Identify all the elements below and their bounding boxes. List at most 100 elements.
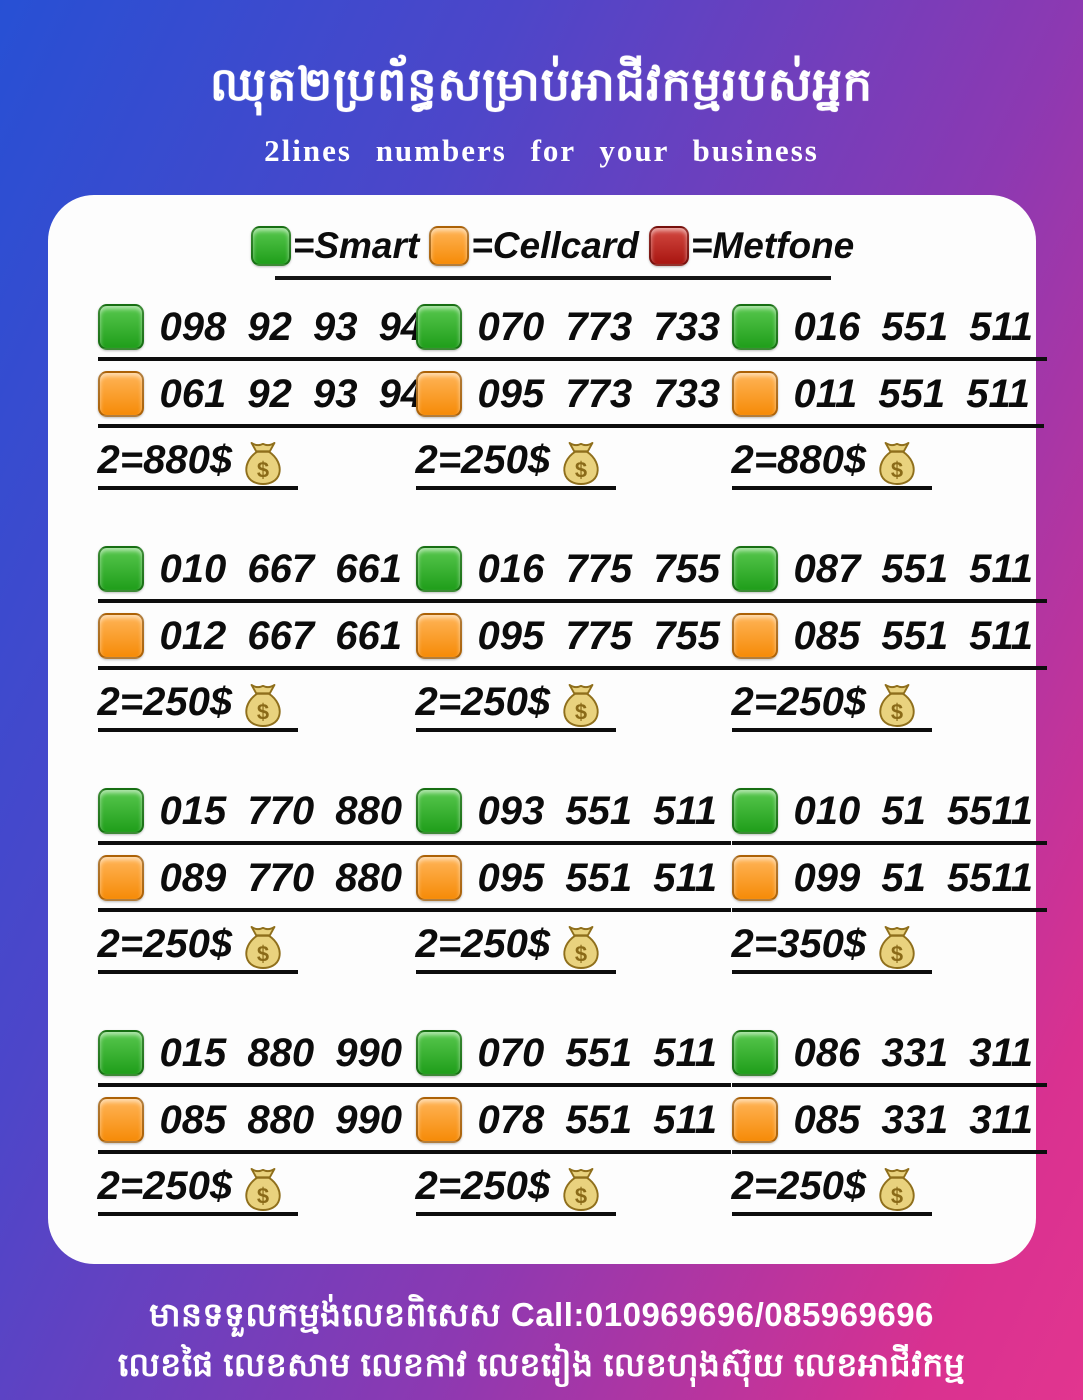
content-card: =Smart =Cellcard =Metfone 098 92 93 94 0… [47,195,1047,1264]
page-title: ឈុត២ប្រព័ន្ធសម្រាប់អាជីវកម្មរបស់អ្នក [210,58,873,110]
smart-number: 087 551 511 [793,546,1033,591]
smart-number-row: 070 773 733 [415,304,734,361]
page-subtitle: 2lines numbers for your business [264,133,819,168]
money-bag-icon [242,1166,284,1212]
price-row: 2=250$ [97,1164,299,1216]
smart-brand-icon [415,304,462,350]
money-bag-icon [242,682,284,728]
cellcard-number-row: 085 880 990 [97,1097,416,1154]
money-bag-icon [242,924,284,970]
smart-brand-icon [97,788,144,834]
number-pair-card: 093 551 511 095 551 511 2=250$ [415,788,732,974]
footer-contact-line: មានទទួលកម្មង់លេខពិសេស Call:010969696/085… [149,1296,934,1333]
cellcard-brand-icon [415,1097,462,1143]
money-bag-icon [876,682,918,728]
price-row: 2=250$ [415,680,617,732]
money-bag-icon [560,924,602,970]
cellcard-number: 078 551 511 [477,1097,717,1142]
price-text: 2=250$ [415,1164,551,1208]
metfone-brand-icon [648,226,689,266]
cellcard-brand-icon [97,855,144,901]
price-text: 2=250$ [415,680,551,724]
price-text: 2=880$ [731,438,867,482]
number-pair-card: 016 551 511 011 551 511 2=880$ [731,304,1047,490]
smart-brand-icon [731,788,778,834]
cellcard-number: 085 880 990 [159,1097,402,1142]
number-grid: 098 92 93 94 061 92 93 94 2=880$ 070 773… [97,304,1047,1216]
cellcard-legend-label: =Cellcard [471,225,639,266]
smart-number: 070 773 733 [477,304,720,349]
smart-number: 093 551 511 [477,788,717,833]
cellcard-brand-icon [429,226,470,266]
cellcard-number: 085 331 311 [793,1097,1033,1142]
smart-number-row: 015 770 880 [97,788,416,845]
smart-brand-icon [250,226,291,266]
cellcard-number: 099 51 5511 [793,855,1033,900]
smart-number-row: 087 551 511 [731,546,1047,603]
price-row: 2=250$ [415,922,617,974]
money-bag-icon [560,440,602,486]
price-row: 2=880$ [731,438,933,490]
number-pair-card: 010 51 5511 099 51 5511 2=350$ [731,788,1047,974]
number-pair-card: 086 331 311 085 331 311 2=250$ [731,1030,1047,1216]
cellcard-number-row: 061 92 93 94 [97,371,438,428]
number-pair-card: 098 92 93 94 061 92 93 94 2=880$ [97,304,438,490]
cellcard-number-row: 085 551 511 [731,613,1047,670]
smart-number: 016 551 511 [793,304,1033,349]
price-text: 2=350$ [731,922,867,966]
price-row: 2=250$ [731,1164,933,1216]
cellcard-number: 095 551 511 [477,855,717,900]
legend: =Smart =Cellcard =Metfone [98,225,1008,267]
cellcard-number-row: 011 551 511 [731,371,1045,428]
smart-brand-icon [97,1030,144,1076]
smart-number: 015 880 990 [159,1030,402,1075]
footer-categories-line: លេខផៃ លេខសាម លេខកាវ លេខរៀង លេខហុងស៊ុយ លេ… [117,1345,966,1383]
smart-number: 010 51 5511 [793,788,1033,833]
cellcard-number: 095 775 755 [477,613,720,658]
cellcard-number: 012 667 661 [159,613,402,658]
smart-number: 070 551 511 [477,1030,717,1075]
price-row: 2=250$ [97,922,299,974]
smart-number: 086 331 311 [793,1030,1033,1075]
cellcard-number: 095 773 733 [477,371,720,416]
number-pair-card: 016 775 755 095 775 755 2=250$ [415,546,734,732]
smart-number: 098 92 93 94 [159,304,424,349]
legend-divider [274,276,831,280]
smart-brand-icon [97,304,144,350]
price-text: 2=250$ [731,1164,867,1208]
price-row: 2=250$ [97,680,299,732]
cellcard-brand-icon [731,855,778,901]
number-pair-card: 070 551 511 078 551 511 2=250$ [415,1030,732,1216]
number-pair-card: 087 551 511 085 551 511 2=250$ [731,546,1047,732]
price-row: 2=250$ [731,680,933,732]
metfone-legend-label: =Metfone [690,225,855,266]
smart-number-row: 093 551 511 [415,788,731,845]
smart-brand-icon [731,304,778,350]
legend-item-smart: =Smart [250,225,420,267]
cellcard-number-row: 089 770 880 [97,855,416,912]
price-row: 2=250$ [415,438,617,490]
smart-brand-icon [97,546,144,592]
money-bag-icon [242,440,284,486]
number-pair-card: 010 667 661 012 667 661 2=250$ [97,546,416,732]
cellcard-number-row: 095 773 733 [415,371,734,428]
legend-item-metfone: =Metfone [648,225,855,267]
cellcard-number-row: 078 551 511 [415,1097,731,1154]
price-text: 2=250$ [731,680,867,724]
smart-legend-label: =Smart [292,225,420,266]
cellcard-number-row: 012 667 661 [97,613,416,670]
cellcard-number: 061 92 93 94 [159,371,424,416]
cellcard-number: 085 551 511 [793,613,1033,658]
money-bag-icon [876,924,918,970]
number-pair-card: 015 770 880 089 770 880 2=250$ [97,788,416,974]
number-pair-card: 070 773 733 095 773 733 2=250$ [415,304,734,490]
cellcard-brand-icon [415,371,462,417]
cellcard-number-row: 095 775 755 [415,613,734,670]
smart-number-row: 098 92 93 94 [97,304,438,361]
money-bag-icon [876,440,918,486]
money-bag-icon [560,682,602,728]
price-row: 2=880$ [97,438,299,490]
smart-number: 016 775 755 [477,546,720,591]
cellcard-number-row: 099 51 5511 [731,855,1047,912]
smart-number-row: 015 880 990 [97,1030,416,1087]
